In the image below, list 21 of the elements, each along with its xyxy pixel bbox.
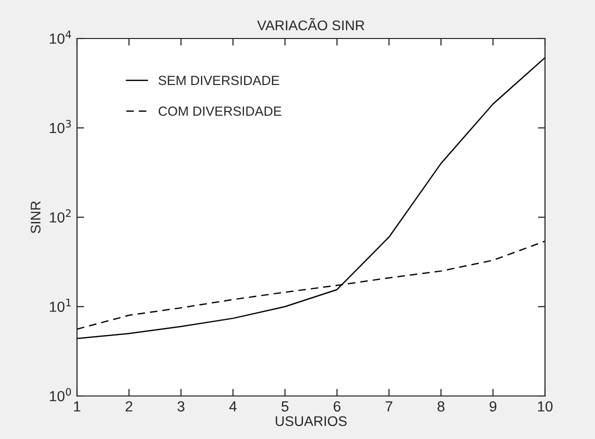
legend-label: SEM DIVERSIDADE: [158, 76, 280, 86]
x-tick-label: 8: [438, 401, 444, 412]
y-tick-label: 10$^{3}$: [50, 120, 71, 134]
chart-title: VARIACÃO SINR: [257, 18, 364, 30]
x-tick-label: 7: [386, 401, 392, 412]
x-tick-label: 1: [74, 401, 80, 412]
y-tick-label: 10$^{0}$: [50, 388, 71, 402]
x-tick-label: 9: [490, 401, 496, 412]
x-tick-label: 6: [334, 401, 340, 412]
line-series: [77, 57, 545, 340]
x-tick-label: 5: [282, 401, 288, 412]
x-axis-title: USUARIOS: [276, 416, 347, 426]
y-tick-label: 10$^{1}$: [50, 298, 71, 312]
x-tick-label: 2: [126, 401, 132, 412]
x-tick-label: 3: [178, 401, 184, 412]
x-tick-label: 10: [538, 401, 553, 412]
y-tick-label: 10$^{2}$: [50, 209, 71, 223]
y-tick-label: 10$^{4}$: [50, 30, 72, 44]
x-tick-label: 4: [229, 401, 237, 412]
y-axis-title: SINR: [30, 201, 41, 234]
legend-label: COM DIVERSIDADE: [158, 106, 282, 116]
